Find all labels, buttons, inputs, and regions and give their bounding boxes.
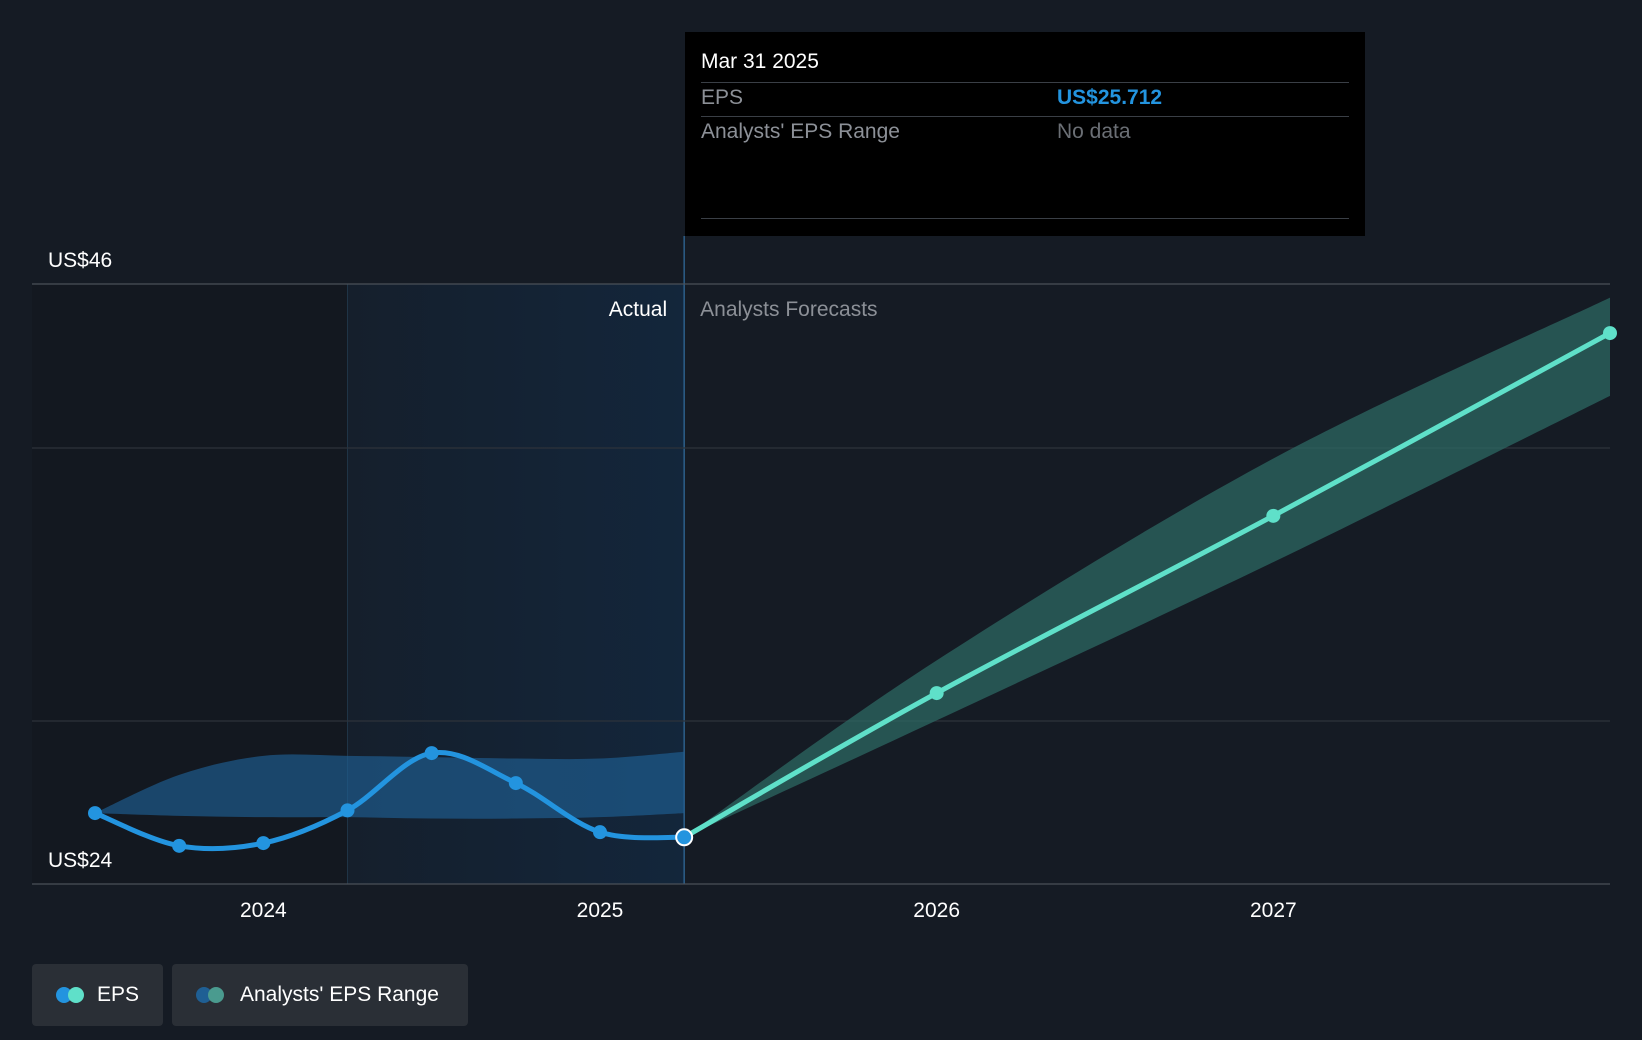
eps-forecast-line <box>681 330 1613 840</box>
tooltip-eps-value: US$25.712 <box>1057 86 1163 109</box>
eps-forecast-point <box>1603 326 1617 341</box>
tooltip-divider <box>701 82 1349 83</box>
eps-legend-icon <box>56 987 84 1003</box>
legend-label-eps-range: Analysts' EPS Range <box>240 983 439 1006</box>
tooltip-eps-label: EPS <box>701 86 744 109</box>
eps-actual-point <box>340 803 355 818</box>
y-label-top: US$46 <box>48 249 112 272</box>
eps-range-band-historical <box>95 751 685 819</box>
eps-actual-point <box>88 806 102 821</box>
forecast-label: Analysts Forecasts <box>700 298 877 321</box>
legend-item-eps-range[interactable]: Analysts' EPS Range <box>172 964 468 1026</box>
legend-label-eps: EPS <box>96 983 139 1006</box>
eps-actual-line <box>92 749 687 852</box>
x-tick-label: 2025 <box>577 899 624 922</box>
eps-forecast-point <box>1266 508 1281 523</box>
tooltip-divider <box>701 116 1349 117</box>
tooltip-divider <box>701 218 1349 219</box>
eps-actual-point <box>172 838 187 853</box>
x-tick-label: 2024 <box>240 899 287 922</box>
tooltip-range-label: Analysts' EPS Range <box>701 120 900 143</box>
x-tick-label: 2027 <box>1250 899 1297 922</box>
actual-label: Actual <box>609 298 667 321</box>
eps-actual-point <box>256 836 271 851</box>
y-label-bottom: US$24 <box>48 849 113 872</box>
tooltip-date: Mar 31 2025 <box>701 50 819 73</box>
eps-actual-point <box>424 746 439 761</box>
tooltip-range-value: No data <box>1057 120 1131 143</box>
eps-current-point <box>675 828 694 847</box>
eps-actual-point <box>593 825 607 840</box>
tooltip: Mar 31 2025 EPS US$25.712 Analysts' EPS … <box>685 32 1365 236</box>
eps-actual-point <box>508 776 523 791</box>
legend-item-eps[interactable]: EPS <box>32 964 163 1026</box>
eps-forecast-point <box>929 686 944 701</box>
eps-range-legend-icon <box>196 987 226 1003</box>
x-tick-label: 2026 <box>913 899 960 922</box>
